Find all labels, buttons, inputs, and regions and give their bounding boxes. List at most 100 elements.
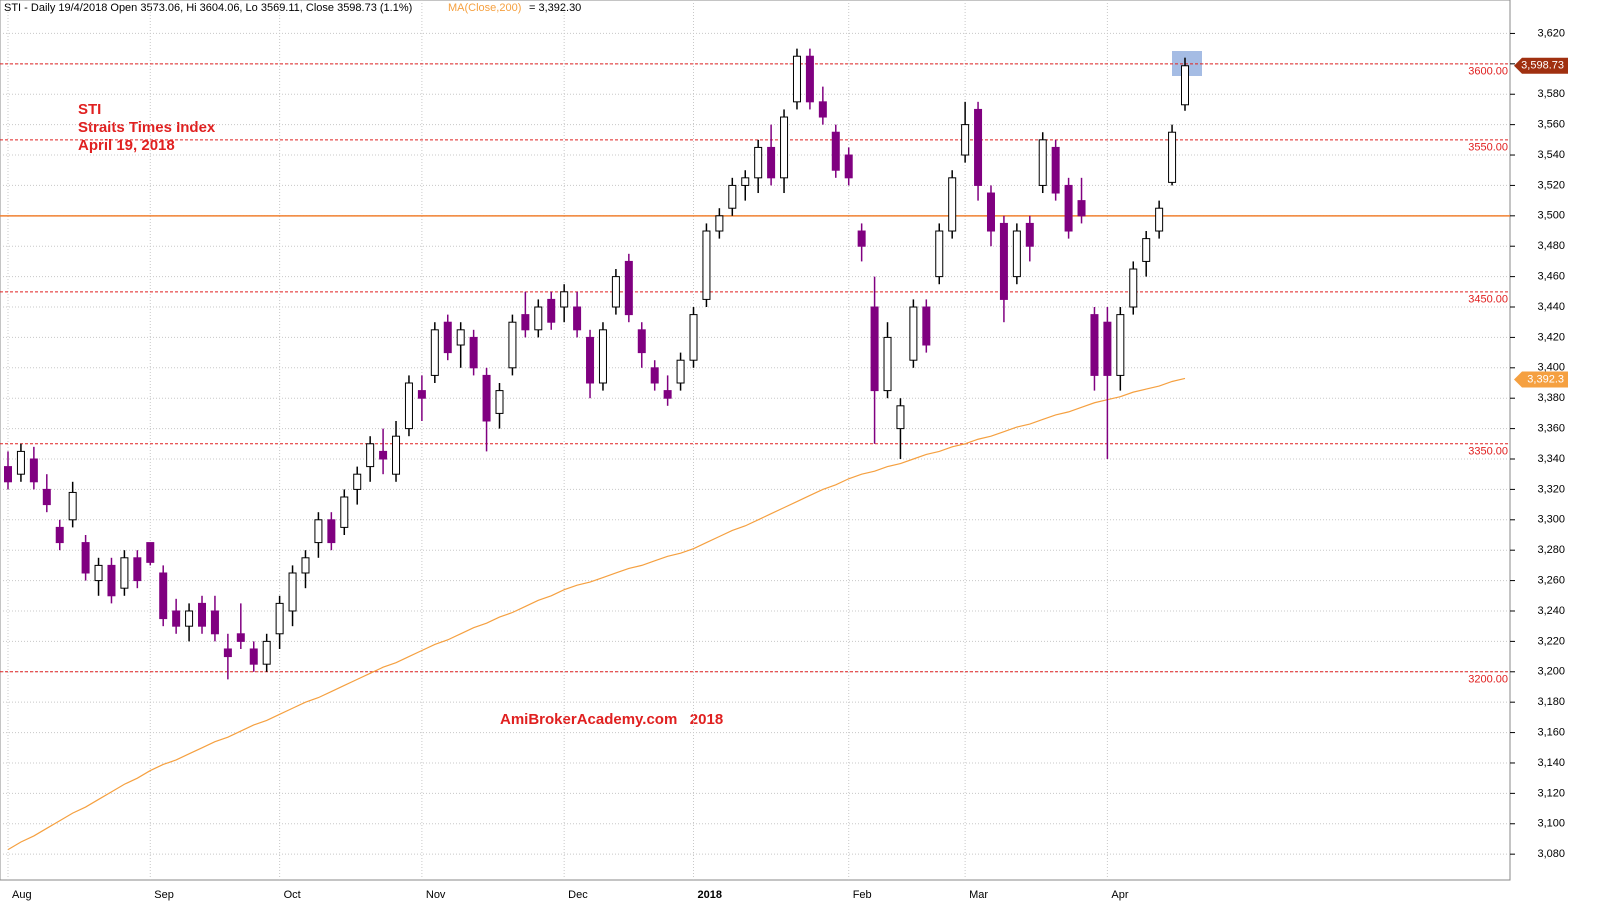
candle-body: [896, 405, 905, 430]
candle-body: [1077, 200, 1086, 217]
x-tick-label: Dec: [568, 889, 588, 901]
candle-body: [430, 329, 439, 376]
y-tick-label: 3,320: [1537, 483, 1565, 495]
candle-body: [262, 640, 271, 665]
price-tag-label: 3,598.73: [1521, 60, 1564, 72]
candle-body: [42, 488, 51, 506]
candle-body: [1168, 131, 1177, 183]
candle-body: [974, 108, 983, 186]
level-label: 3200.00: [1468, 674, 1508, 686]
y-tick-label: 3,560: [1537, 119, 1565, 131]
y-tick-label: 3,540: [1537, 149, 1565, 161]
candle-body: [495, 390, 504, 414]
ma-line: [7, 377, 1186, 851]
candle-body: [611, 276, 620, 308]
candle-body: [922, 306, 931, 346]
candle-body: [508, 321, 517, 369]
candle-body: [29, 458, 38, 483]
candle-body: [1025, 222, 1034, 247]
level-label: 3600.00: [1468, 66, 1508, 78]
x-tick-label: Sep: [154, 889, 174, 901]
x-tick-label: Oct: [284, 889, 301, 901]
candle-body: [4, 466, 12, 483]
candle-body: [715, 215, 724, 232]
candle-body: [392, 435, 401, 475]
header-ma: MA(Close,200): [448, 2, 521, 14]
candle-body: [366, 443, 375, 468]
x-tick-label: Mar: [969, 889, 988, 901]
candle-body: [1129, 268, 1138, 308]
candle-body: [857, 230, 866, 247]
candle-body: [999, 222, 1008, 300]
candle-body: [327, 519, 336, 544]
candle-body: [159, 572, 168, 620]
candle-body: [702, 230, 711, 300]
y-tick-label: 3,360: [1537, 423, 1565, 435]
candle-body: [133, 557, 142, 582]
candle-body: [676, 359, 685, 384]
candle-body: [120, 557, 129, 589]
candle-body: [1116, 314, 1125, 376]
candle-body: [314, 519, 323, 544]
header-ma-value: = 3,392.30: [529, 2, 581, 14]
candle-body: [146, 542, 155, 563]
x-tick-label: Apr: [1111, 889, 1128, 901]
y-tick-label: 3,200: [1537, 666, 1565, 678]
candle-body: [1051, 146, 1060, 194]
y-tick-label: 3,520: [1537, 179, 1565, 191]
candle-body: [288, 572, 297, 612]
header: STI - Daily 19/4/2018 Open 3573.06, Hi 3…: [4, 2, 412, 14]
candle-body: [1064, 184, 1073, 232]
candle-body: [417, 390, 426, 399]
candle-body: [780, 116, 789, 179]
candle-body: [55, 526, 64, 544]
candle-body: [560, 291, 569, 308]
candle-body: [754, 146, 763, 179]
y-tick-label: 3,460: [1537, 271, 1565, 283]
candle-body: [404, 382, 413, 430]
candle-body: [818, 101, 827, 118]
y-tick-label: 3,180: [1537, 696, 1565, 708]
candle-body: [637, 329, 646, 354]
y-tick-label: 3,420: [1537, 331, 1565, 343]
price-tag-label: 3,392.3: [1527, 373, 1564, 385]
level-label: 3450.00: [1468, 294, 1508, 306]
candle-body: [831, 131, 840, 171]
y-tick-label: 3,620: [1537, 27, 1565, 39]
y-tick-label: 3,280: [1537, 544, 1565, 556]
candle-body: [249, 648, 258, 665]
candle-body: [1142, 238, 1151, 262]
candle-body: [986, 192, 995, 232]
candle-body: [909, 306, 918, 361]
candle-body: [210, 610, 219, 635]
candle-body: [353, 473, 362, 490]
candle-body: [1181, 65, 1189, 106]
y-tick-label: 3,160: [1537, 726, 1565, 738]
watermark: AmiBrokerAcademy.com 2018: [500, 711, 723, 728]
level-label: 3550.00: [1468, 142, 1508, 154]
candle-body: [1090, 314, 1099, 376]
y-tick-label: 3,340: [1537, 453, 1565, 465]
candle-body: [1103, 321, 1112, 376]
candle-body: [236, 633, 245, 642]
y-tick-label: 3,120: [1537, 787, 1565, 799]
candle-body: [573, 306, 582, 331]
candle-body: [792, 55, 801, 103]
candle-body: [689, 314, 698, 361]
candle-body: [935, 230, 944, 278]
candle-body: [185, 610, 194, 627]
candle-body: [379, 450, 388, 460]
candle-body: [741, 177, 750, 186]
y-tick-label: 3,080: [1537, 848, 1565, 860]
candle-body: [650, 367, 659, 384]
price-tag: [1514, 371, 1568, 388]
candle-body: [1155, 207, 1164, 232]
candle-body: [586, 336, 595, 384]
candle-body: [521, 314, 530, 331]
y-tick-label: 3,300: [1537, 514, 1565, 526]
candle-body: [883, 336, 892, 392]
annotation: Straits Times Index: [78, 119, 216, 136]
level-label: 3350.00: [1468, 446, 1508, 458]
candle-body: [805, 55, 814, 103]
